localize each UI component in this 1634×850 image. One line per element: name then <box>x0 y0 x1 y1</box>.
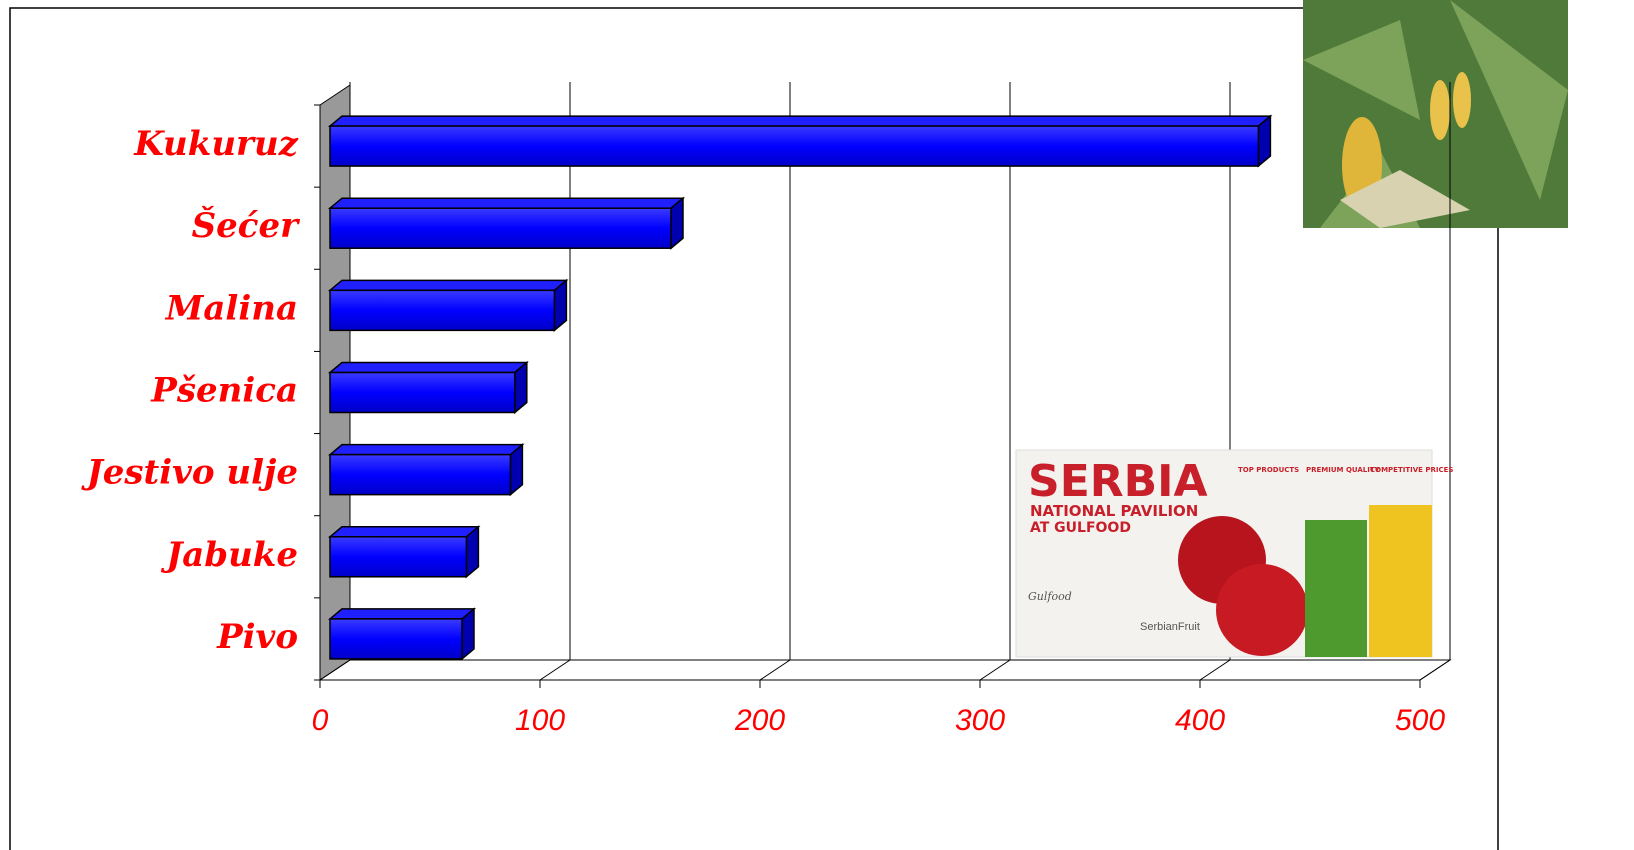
ad-subtitle: AT GULFOOD <box>1030 520 1131 536</box>
chart: 0 100 200 300 400 500 Kukuruz Šećer Malina Pšenic… <box>0 0 1634 850</box>
bar-top <box>330 198 683 208</box>
category-label: Jestivo ulje <box>81 453 298 493</box>
bar <box>330 290 554 330</box>
bar-top <box>330 445 522 455</box>
ad-title: SERBIA <box>1028 456 1208 507</box>
category-label: Jabuke <box>160 535 298 575</box>
x-tick-label: 200 <box>734 704 785 737</box>
category-label: Malina <box>165 288 298 328</box>
bar <box>330 619 462 659</box>
x-tick-label: 300 <box>955 704 1005 737</box>
bar <box>330 126 1258 166</box>
x-tick-label: 500 <box>1395 704 1445 737</box>
floor <box>320 660 1450 680</box>
corn <box>1369 505 1432 657</box>
ad-subtitle: NATIONAL PAVILION <box>1030 502 1198 520</box>
bar-top <box>330 280 566 290</box>
category-label: Kukuruz <box>133 124 298 164</box>
ad-logo: Gulfood <box>1028 590 1072 603</box>
bar <box>330 208 671 248</box>
apple <box>1216 564 1308 656</box>
bar-top <box>330 116 1270 126</box>
category-label: Pivo <box>216 617 298 657</box>
x-tick-label: 400 <box>1175 704 1225 737</box>
bar-top <box>330 363 527 373</box>
x-tick-label: 100 <box>515 704 565 737</box>
bar-top <box>330 527 478 537</box>
bar <box>330 455 510 495</box>
category-label: Pšenica <box>150 371 298 411</box>
corn-photo <box>1303 0 1568 228</box>
ad-badge: TOP PRODUCTS <box>1238 466 1299 474</box>
bar <box>330 373 515 413</box>
peas <box>1305 520 1367 657</box>
bar <box>330 537 466 577</box>
ad-brand: SerbianFruit <box>1140 621 1200 633</box>
category-label: Šećer <box>192 205 301 246</box>
x-tick-label: 0 <box>312 704 329 737</box>
ad-badge: COMPETITIVE PRICES <box>1370 466 1453 474</box>
bar-top <box>330 609 474 619</box>
